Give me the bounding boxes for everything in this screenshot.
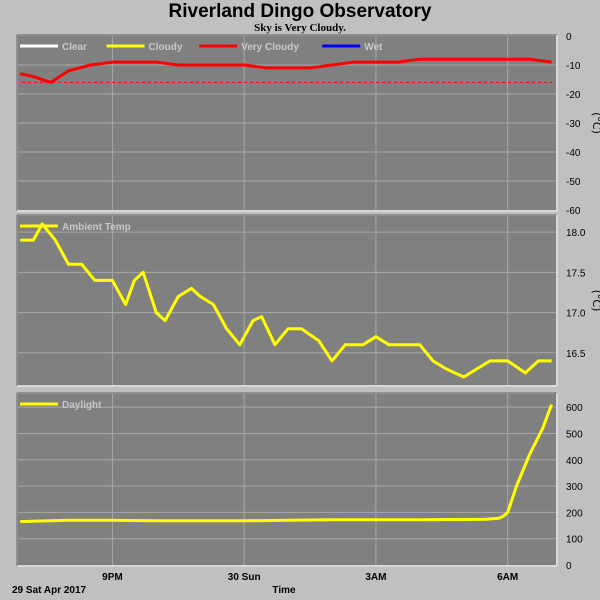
y-tick-label: 500 <box>566 429 583 440</box>
y-tick-label: 300 <box>566 482 583 493</box>
x-tick-label: 6AM <box>497 572 518 583</box>
sky-status-subtitle: Sky is Very Cloudy. <box>254 22 346 34</box>
y-tick-label: 18.0 <box>566 228 586 239</box>
panel-ambient: 18.0 17.5 17.0 16.5 (°C) Ambient Temp <box>16 214 600 387</box>
series-line <box>20 403 554 524</box>
x-tick-label: 30 Sun <box>228 572 261 583</box>
y-axis-unit-label: (°C) <box>590 290 600 312</box>
y-tick-label: -10 <box>566 61 581 72</box>
plot-area <box>18 394 556 565</box>
legend-label: Ambient Temp <box>62 222 131 233</box>
series-line <box>19 57 552 84</box>
chart-title: Riverland Dingo Observatory <box>168 1 432 22</box>
y-axis-unit-label: (°C) <box>590 112 600 134</box>
legend-label: Clear <box>62 42 87 53</box>
series-line <box>20 222 552 379</box>
date-label: 29 Sat Apr 2017 <box>12 585 87 596</box>
y-tick-label: 16.5 <box>566 349 586 360</box>
x-axis-label: Time <box>272 585 296 596</box>
y-tick-label: -40 <box>566 148 581 159</box>
y-tick-label: 100 <box>566 535 583 546</box>
x-tick-label: 3AM <box>365 572 386 583</box>
y-tick-label: -30 <box>566 119 581 130</box>
y-tick-label: -60 <box>566 206 581 217</box>
y-tick-label: 600 <box>566 403 583 414</box>
legend-label: Cloudy <box>149 42 183 53</box>
y-tick-label: 400 <box>566 456 583 467</box>
y-tick-label: -20 <box>566 90 581 101</box>
x-tick-label: 9PM <box>102 572 123 583</box>
y-tick-label: 0 <box>566 561 572 572</box>
y-tick-label: 17.0 <box>566 309 586 320</box>
legend-label: Very Cloudy <box>241 42 299 53</box>
y-tick-label: 0 <box>566 32 572 43</box>
panel-daylight: 600 500 400 300 200 100 0 Daylight <box>16 392 583 572</box>
legend-label: Wet <box>364 42 383 53</box>
y-tick-label: 17.5 <box>566 268 586 279</box>
y-tick-label: 200 <box>566 508 583 519</box>
y-tick-label: -50 <box>566 177 581 188</box>
x-axis: 9PM 30 Sun 3AM 6AM <box>102 572 518 583</box>
panel-sky: 0 -10 -20 -30 -40 -50 -60 (°C) Clear Cloudy Very C… <box>16 32 600 217</box>
plot-area <box>18 216 556 385</box>
legend-label: Daylight <box>62 400 102 411</box>
